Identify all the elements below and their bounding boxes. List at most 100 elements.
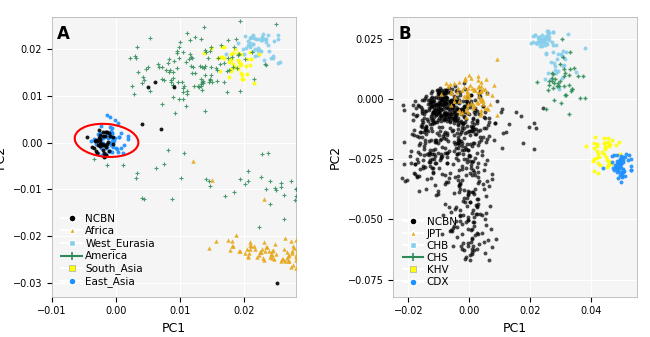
Point [447, 105, 457, 111]
Point [468, 124, 478, 129]
Point [414, 104, 424, 109]
Point [483, 237, 493, 242]
Point [547, 70, 557, 75]
Point [413, 102, 424, 108]
Point [222, 89, 232, 95]
Point [413, 159, 423, 164]
Point [259, 258, 270, 263]
Point [112, 146, 123, 152]
Point [267, 54, 278, 59]
Point [451, 99, 462, 104]
Point [122, 133, 133, 139]
Point [198, 80, 208, 85]
Point [441, 87, 451, 92]
Point [437, 97, 447, 103]
Point [455, 180, 465, 186]
Point [166, 78, 176, 83]
Point [380, 217, 391, 222]
Point [261, 187, 271, 192]
Point [458, 121, 468, 126]
Point [592, 141, 603, 146]
Point [452, 151, 462, 156]
Point [199, 25, 209, 30]
Point [436, 118, 447, 123]
Point [448, 132, 459, 137]
Point [243, 178, 254, 183]
Point [291, 252, 301, 257]
Point [265, 178, 276, 184]
Point [537, 39, 547, 45]
Point [290, 197, 300, 203]
Point [436, 112, 446, 118]
Point [271, 21, 281, 27]
X-axis label: PC1: PC1 [503, 322, 527, 335]
Point [450, 89, 461, 94]
Point [589, 145, 599, 151]
Point [456, 110, 467, 115]
Point [267, 255, 278, 261]
Point [446, 209, 456, 215]
Point [547, 39, 558, 44]
Point [417, 110, 427, 116]
Point [441, 101, 451, 106]
Point [614, 139, 624, 144]
Point [428, 96, 439, 101]
Point [465, 153, 475, 159]
Point [468, 115, 478, 121]
Point [598, 166, 608, 171]
Point [610, 163, 620, 168]
Point [600, 146, 610, 152]
Point [443, 89, 454, 95]
Point [291, 186, 302, 191]
Point [459, 248, 469, 253]
Point [523, 124, 534, 129]
Point [222, 68, 232, 73]
Point [421, 131, 431, 136]
Point [463, 72, 474, 78]
Point [593, 171, 603, 176]
Point [466, 165, 476, 171]
Point [474, 140, 484, 145]
Point [455, 186, 465, 192]
Point [467, 243, 478, 249]
Point [454, 119, 465, 124]
Point [266, 56, 276, 61]
Point [475, 89, 486, 94]
Point [476, 96, 487, 101]
Point [616, 179, 626, 184]
Point [138, 75, 148, 80]
Point [540, 76, 551, 81]
Point [440, 182, 450, 187]
Point [454, 138, 464, 143]
Point [436, 116, 446, 121]
Point [235, 249, 246, 254]
Point [536, 36, 547, 41]
Point [431, 139, 441, 145]
Point [449, 109, 460, 114]
Point [626, 167, 636, 173]
Point [228, 189, 239, 194]
Point [625, 164, 636, 169]
Point [259, 196, 269, 202]
Point [617, 174, 627, 179]
Point [559, 62, 569, 68]
Point [276, 181, 286, 186]
Point [187, 64, 197, 69]
Point [182, 30, 192, 35]
Point [111, 146, 121, 151]
Point [226, 66, 236, 71]
Point [593, 161, 603, 166]
Point [446, 99, 456, 105]
Point [227, 64, 238, 70]
Point [441, 96, 451, 101]
Point [455, 207, 465, 212]
Point [456, 109, 466, 114]
Point [287, 248, 297, 253]
Point [452, 119, 462, 124]
Point [428, 117, 438, 123]
Point [440, 150, 450, 156]
Point [462, 189, 473, 194]
Point [181, 59, 192, 65]
Point [589, 168, 599, 174]
Point [608, 153, 619, 158]
